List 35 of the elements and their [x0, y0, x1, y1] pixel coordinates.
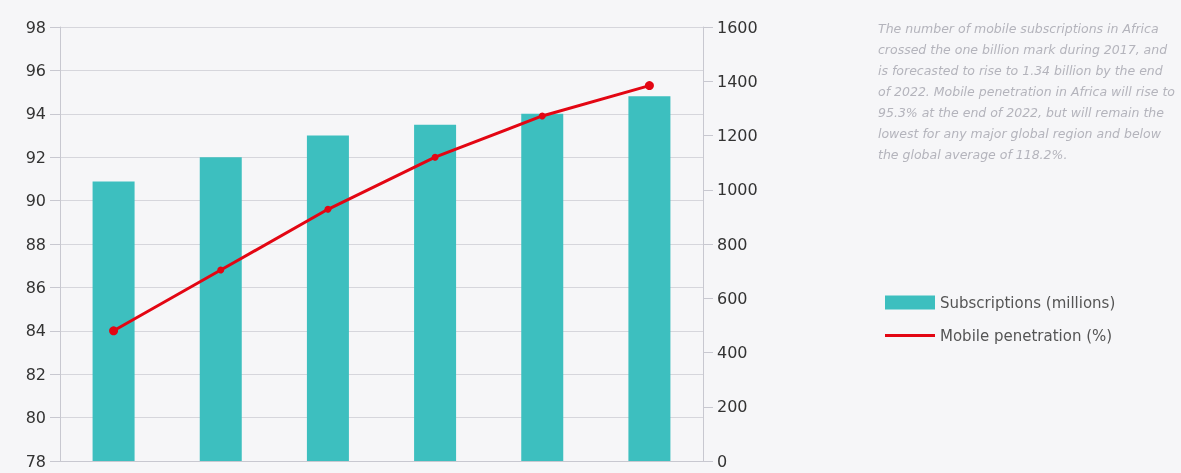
bar — [628, 96, 671, 461]
y-tick-label: 86 — [25, 277, 46, 297]
y2-tick-label: 1000 — [717, 180, 758, 200]
y-tick-label: 84 — [25, 321, 46, 341]
bar — [414, 124, 457, 461]
y2-tick-label: 800 — [717, 234, 748, 254]
y-tick-label: 78 — [25, 451, 46, 471]
y-tick-label: 88 — [25, 234, 46, 254]
y-tick-label: 98 — [25, 17, 46, 37]
y2-tick-label: 1200 — [717, 126, 758, 145]
y2-tick-label: 200 — [717, 397, 748, 417]
point — [431, 153, 439, 161]
point — [644, 81, 654, 91]
y2-tick-label: 0 — [717, 451, 728, 471]
point — [217, 266, 225, 274]
y-tick-label: 96 — [25, 60, 46, 80]
y-tick-label: 94 — [25, 104, 46, 124]
y-tick-label: 92 — [25, 147, 46, 167]
y2-tick-label: 1600 — [717, 17, 758, 37]
legend-label: Subscriptions (millions) — [940, 293, 1116, 312]
bar — [306, 135, 349, 461]
y2-tick-label: 400 — [717, 343, 748, 362]
text: The number of mobile subscriptions in Africa crossed the one billion mark during 2017, and is forecasted to rise to 1.34 billion by the end of 2022. Mobile penetration in Africa will rise to 95.3% at the end of 2022, but will remain the lowest for any major global region and below the global average of 118.2%. — [878, 20, 1176, 164]
y-tick-label: 90 — [25, 191, 46, 211]
bar — [521, 113, 564, 461]
legend-label: Mobile penetration (%) — [940, 326, 1113, 345]
bar — [92, 181, 135, 461]
point — [109, 326, 119, 336]
bar — [199, 157, 242, 461]
y-tick-label: 82 — [25, 364, 46, 384]
y2-tick-label: 600 — [717, 288, 748, 308]
point — [324, 205, 332, 213]
y2-tick-label: 1400 — [717, 71, 758, 91]
point — [538, 112, 546, 120]
y-tick-label: 80 — [25, 408, 46, 428]
